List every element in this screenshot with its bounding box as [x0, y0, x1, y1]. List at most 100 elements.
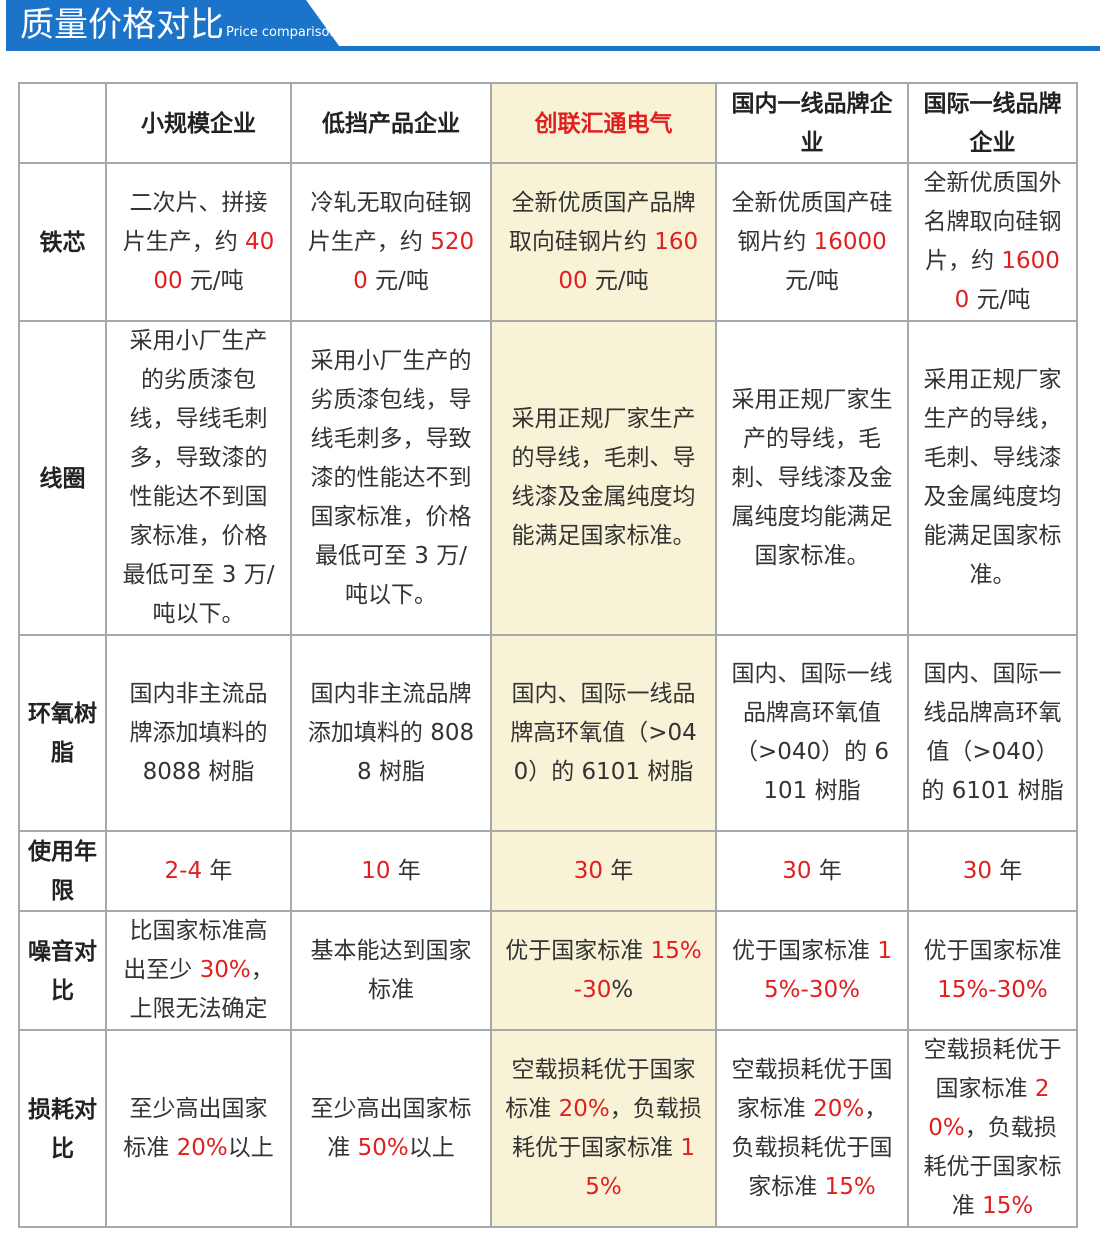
table-row: 环氧树脂 国内非主流品牌添加填料的 8088 树脂 国内非主流品牌添加填料的 808…: [18, 634, 1078, 832]
text-run: 铁芯: [39, 228, 86, 256]
title: 质量价格对比: [20, 5, 224, 45]
table-cell: 采用正规厂家生产的导线，毛刺、导线漆及金属纯度均能满足国家标准。: [490, 320, 717, 636]
text-run: 国内、国际一线品牌高环氧值（>040）的 6101 树脂: [921, 661, 1064, 804]
table-cell: 空载损耗优于国家标准 20%，负载损耗优于国家标准 15%: [907, 1029, 1078, 1228]
header-row: 小规模企业 低挡产品企业 创联汇通电气 国内一线品牌企业 国际一线品牌企业: [18, 82, 1078, 164]
text-run: 国内一线品牌企业: [731, 90, 893, 156]
table-cell: 采用小厂生产的劣质漆包线，导线毛刺多，导致漆的性能达不到国家标准，价格最低可至 …: [290, 320, 492, 636]
text-run: 年: [202, 857, 233, 884]
table-cell: 采用正规厂家生产的导线，毛刺、导线漆及金属纯度均能满足国家标准。: [907, 320, 1078, 636]
table-cell: 国内、国际一线品牌高环氧值（>040）的 6101 树脂: [907, 634, 1078, 832]
table-row: 使用年限 2-4 年 10 年 30 年 30 年 30 年: [18, 830, 1078, 912]
text-run: 30: [962, 857, 992, 884]
text-run: 30%: [199, 957, 251, 983]
table-cell: 二次片、拼接片生产，约 4000 元/吨: [105, 162, 292, 322]
table-cell: 全新优质国外名牌取向硅钢片，约 16000 元/吨: [907, 162, 1078, 322]
text-run: 采用正规厂家生产的导线，毛刺、导线漆及金属纯度均能满足国家标准。: [731, 386, 893, 569]
text-run: 空载损耗优于国家标准: [923, 1037, 1062, 1102]
text-run: 30: [573, 857, 603, 884]
row-label: 环氧树脂: [18, 634, 107, 832]
text-run: 全新优质国产品牌取向硅钢片约: [508, 189, 696, 255]
text-run: 年: [602, 857, 634, 884]
row-label: 线圈: [18, 320, 107, 636]
column-header: 创联汇通电气: [490, 82, 717, 164]
table-cell: 全新优质国产品牌取向硅钢片约 16000 元/吨: [490, 162, 717, 322]
table-row: 铁芯 二次片、拼接片生产，约 4000 元/吨 冷轧无取向硅钢片生产，约 5200 …: [18, 162, 1078, 322]
row-label: 噪音对比: [18, 910, 107, 1031]
text-run: 20%: [813, 1095, 865, 1122]
text-run: 15%-30: [573, 937, 702, 1003]
text-run: 元/吨: [367, 267, 429, 294]
text-run: 优于国家标准: [505, 937, 651, 964]
text-run: 二次片、拼接片生产，约: [122, 189, 268, 255]
text-run: 国内非主流品牌添加填料的 8088 树脂: [129, 680, 268, 785]
text-run: 采用正规厂家生产的导线，毛刺、导线漆及金属纯度均能满足国家标准。: [511, 406, 696, 549]
text-run: 比国家标准高出至少: [123, 918, 268, 983]
table-cell: 30 年: [715, 830, 909, 912]
text-run: 国内非主流品牌添加填料的 8088 树脂: [307, 680, 475, 785]
row-label: 损耗对比: [18, 1029, 107, 1228]
table-cell: 比国家标准高出至少 30%，上限无法确定: [105, 910, 292, 1031]
table-cell: 国内非主流品牌添加填料的 8088 树脂: [290, 634, 492, 832]
table-cell: 国内、国际一线品牌高环氧值（>040）的 6101 树脂: [490, 634, 717, 832]
header-rule: [6, 46, 1100, 51]
text-run: 16000: [558, 228, 699, 294]
table-cell: 冷轧无取向硅钢片生产，约 5200 元/吨: [290, 162, 492, 322]
text-run: ，负载损耗优于国家标准: [512, 1095, 702, 1161]
header: 质量价格对比 Price comparison: [0, 0, 1100, 56]
table-cell: 基本能达到国家标准: [290, 910, 492, 1031]
text-run: 创联汇通电气: [534, 109, 673, 137]
table-cell: 至少高出国家标准 50%以上: [290, 1029, 492, 1228]
text-run: 优于国家标准: [923, 937, 1062, 964]
subtitle: Price comparison: [226, 25, 338, 40]
table-cell: 采用正规厂家生产的导线，毛刺、导线漆及金属纯度均能满足国家标准。: [715, 320, 909, 636]
text-run: 国际一线品牌企业: [923, 90, 1062, 156]
text-run: 5200: [353, 228, 475, 294]
text-run: 4000: [153, 228, 275, 294]
column-header: [18, 82, 107, 164]
text-run: 国内、国际一线品牌高环氧值（>040）的 6101 树脂: [510, 680, 697, 785]
text-run: 年: [811, 857, 842, 884]
table-row: 损耗对比 至少高出国家标准 20%以上 至少高出国家标准 50%以上 空载损耗优于国家…: [18, 1029, 1078, 1228]
table-row: 噪音对比 比国家标准高出至少 30%，上限无法确定 基本能达到国家标准 优于国家标准 …: [18, 910, 1078, 1031]
table-cell: 优于国家标准 15%-30%: [715, 910, 909, 1031]
text-run: 50%: [357, 1134, 409, 1161]
comparison-table: 小规模企业 低挡产品企业 创联汇通电气 国内一线品牌企业 国际一线品牌企业 铁芯 二次片、…: [18, 82, 1078, 1228]
text-run: 噪音对比: [28, 937, 97, 1004]
text-run: 损耗对比: [28, 1095, 97, 1162]
text-run: 全新优质国外名牌取向硅钢片，约: [923, 170, 1062, 274]
text-run: 20%: [558, 1095, 610, 1122]
text-run: 全新优质国产硅钢片约: [731, 189, 893, 255]
header-tab: 质量价格对比 Price comparison: [6, 0, 342, 50]
text-run: ，上限无法确定: [129, 957, 274, 1022]
table-cell: 30 年: [490, 830, 717, 912]
text-run: 基本能达到国家标准: [310, 937, 472, 1003]
text-run: 10: [361, 857, 391, 884]
text-run: 年: [390, 857, 421, 884]
text-run: 30: [782, 857, 812, 884]
text-run: 环氧树脂: [28, 700, 97, 766]
table-cell: 30 年: [907, 830, 1078, 912]
text-run: 空载损耗优于国家标准: [505, 1056, 696, 1122]
text-run: 至少高出国家标准: [310, 1095, 472, 1161]
text-run: 优于国家标准: [732, 937, 878, 964]
text-run: 15%: [824, 1173, 876, 1200]
text-run: 元/吨: [587, 267, 649, 294]
table-cell: 优于国家标准 15%-30%: [907, 910, 1078, 1031]
table-cell: 至少高出国家标准 20%以上: [105, 1029, 292, 1228]
column-header: 低挡产品企业: [290, 82, 492, 164]
table-cell: 2-4 年: [105, 830, 292, 912]
table-cell: 优于国家标准 15%-30%: [490, 910, 717, 1031]
text-run: 15%: [982, 1193, 1034, 1219]
text-run: 以上: [227, 1134, 274, 1161]
text-run: 15%-30%: [764, 937, 892, 1003]
text-run: 至少高出国家标准: [123, 1095, 268, 1161]
table-row: 线圈 采用小厂生产的劣质漆包线，导线毛刺多，导致漆的性能达不到国家标准，价格最低可…: [18, 320, 1078, 636]
text-run: 冷轧无取向硅钢片生产，约: [307, 189, 472, 255]
column-header: 国内一线品牌企业: [715, 82, 909, 164]
table-cell: 全新优质国产硅钢片约 16000 元/吨: [715, 162, 909, 322]
text-run: ，负载损耗优于国家标准: [923, 1115, 1062, 1219]
table-cell: 空载损耗优于国家标准 20%，负载损耗优于国家标准 15%: [490, 1029, 717, 1228]
text-run: 20%: [928, 1076, 1050, 1141]
